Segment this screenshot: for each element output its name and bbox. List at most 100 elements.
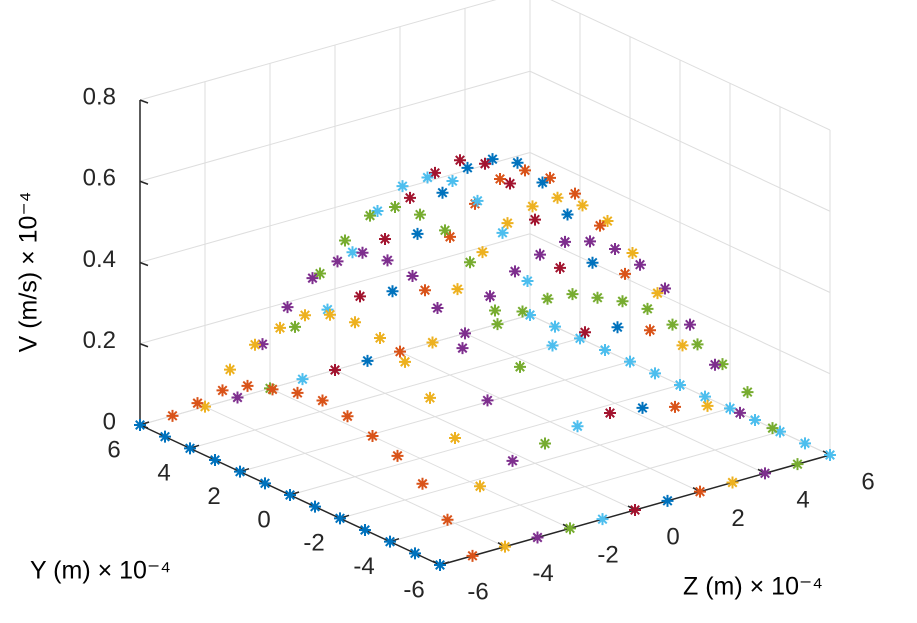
marker (661, 494, 674, 507)
marker (259, 477, 271, 490)
marker (569, 187, 581, 200)
marker (216, 384, 229, 397)
marker (446, 175, 459, 188)
y-tick-label: 2 (207, 483, 220, 510)
marker (361, 354, 374, 367)
marker (426, 336, 439, 349)
marker (341, 410, 354, 423)
marker (134, 419, 146, 431)
marker (374, 332, 386, 345)
marker (669, 400, 681, 413)
marker (321, 303, 334, 316)
marker (596, 513, 609, 526)
y-tick-label: 6 (107, 436, 120, 463)
v-tick-label: 0.8 (83, 83, 116, 110)
marker (209, 454, 221, 466)
marker (511, 156, 524, 169)
marker (384, 535, 396, 548)
marker (466, 549, 479, 562)
marker (476, 246, 489, 259)
marker (284, 489, 296, 501)
marker (436, 186, 449, 199)
marker (709, 358, 721, 371)
grid-line (269, 387, 571, 529)
marker (389, 200, 401, 213)
marker (629, 504, 641, 516)
tick-mark (139, 343, 149, 348)
marker (544, 171, 556, 184)
marker (584, 235, 596, 248)
marker (306, 272, 319, 285)
marker (419, 284, 431, 297)
grid-line (204, 406, 506, 548)
marker (459, 327, 471, 340)
z-axis-label: Z (m) × 10⁻⁴ (683, 573, 823, 601)
marker (601, 215, 614, 228)
marker (296, 373, 309, 386)
marker (554, 261, 566, 274)
y-tick-label: 4 (157, 460, 170, 487)
marker (674, 379, 686, 391)
marker (504, 177, 516, 190)
grid-line (399, 351, 701, 493)
marker (759, 467, 771, 480)
marker (371, 205, 384, 218)
y-tick-label: -2 (303, 530, 324, 557)
marker (599, 344, 611, 356)
marker (684, 318, 696, 331)
marker (791, 458, 804, 471)
grid-line (529, 70, 831, 212)
marker (521, 275, 534, 288)
marker (766, 422, 779, 435)
marker (644, 324, 656, 337)
marker (571, 420, 584, 433)
z-tick-label: 2 (731, 505, 744, 532)
marker (421, 171, 434, 184)
grid-line (529, 152, 831, 293)
marker (539, 437, 551, 450)
grid-line (464, 332, 766, 474)
marker (641, 302, 654, 315)
marker (394, 345, 406, 358)
marker (266, 383, 279, 396)
y-axis-label: Y (m) × 10⁻⁴ (30, 557, 171, 585)
marker (386, 285, 399, 298)
marker (471, 194, 484, 207)
marker (474, 480, 486, 493)
marker (349, 316, 361, 329)
marker (199, 400, 211, 413)
y-tick-label: -6 (403, 576, 424, 603)
marker (551, 191, 564, 204)
marker (379, 232, 391, 245)
marker (479, 157, 491, 170)
marker (561, 208, 574, 221)
marker (241, 379, 254, 392)
marker (234, 465, 246, 478)
marker (231, 391, 244, 404)
marker (691, 338, 704, 351)
marker (264, 382, 276, 395)
marker (439, 224, 451, 237)
marker (484, 290, 496, 303)
marker (331, 255, 344, 268)
marker (651, 287, 664, 300)
marker (726, 476, 739, 489)
marker (441, 513, 454, 526)
marker (431, 302, 444, 315)
marker (534, 248, 546, 261)
grid-line (334, 369, 636, 511)
z-tick-label: 6 (861, 468, 874, 495)
tick-mark (139, 99, 149, 104)
marker (366, 430, 379, 443)
marker (506, 454, 519, 467)
marker (649, 367, 661, 380)
marker (346, 246, 359, 259)
marker (699, 390, 711, 403)
z-tick-label: -4 (532, 560, 553, 587)
marker (624, 355, 636, 368)
marker (289, 320, 301, 333)
marker (411, 227, 424, 240)
marker (291, 386, 304, 399)
marker (451, 283, 464, 296)
